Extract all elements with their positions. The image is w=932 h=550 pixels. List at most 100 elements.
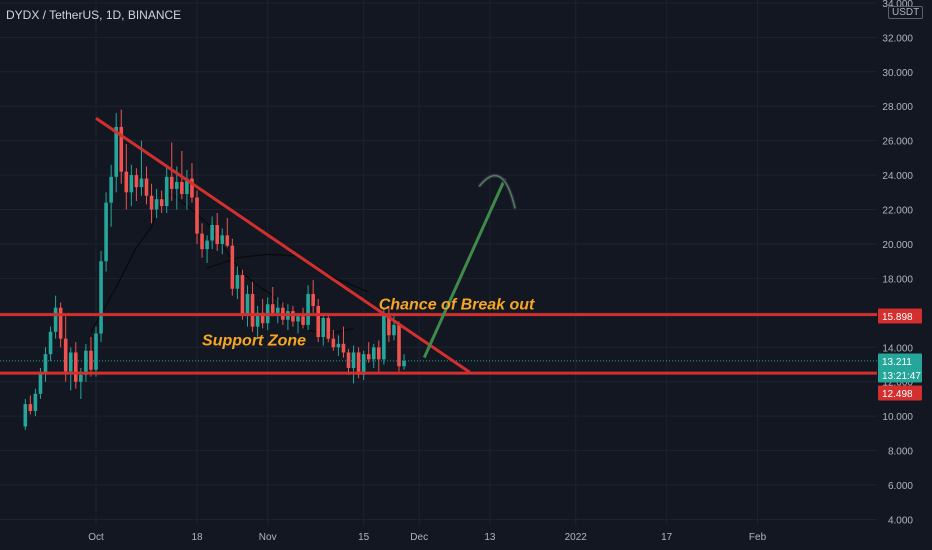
candle (220, 228, 225, 255)
price-tick-label: 30.000 (882, 68, 913, 79)
candle-body (134, 175, 139, 188)
price-tick-label: 28.000 (882, 102, 913, 113)
candle-body (104, 202, 108, 262)
horizontal-lines (0, 313, 877, 375)
candle (94, 326, 98, 377)
breakout-arrow-shaft (422, 177, 507, 359)
moving-average-line (90, 193, 354, 335)
candle-body (402, 360, 406, 367)
price-tick-label: 10.000 (882, 412, 913, 423)
candle (346, 349, 351, 375)
candle-body (53, 307, 58, 332)
price-axis[interactable]: 4.0006.0008.00010.00012.00014.00016.0001… (882, 0, 913, 527)
candle-body (84, 350, 88, 375)
candle-body (89, 350, 93, 370)
price-label: 13:21:47 (878, 367, 922, 383)
candle-body (144, 178, 149, 196)
price-tick-label: 6.000 (888, 481, 913, 492)
candle-body (210, 225, 214, 241)
candle-body (63, 338, 68, 372)
candle (296, 312, 300, 334)
candle (215, 212, 219, 251)
candle (341, 326, 346, 358)
candle (382, 307, 386, 365)
candle (316, 299, 320, 343)
time-tick-label: 2022 (565, 532, 588, 543)
candle-body (240, 274, 245, 315)
price-label-box (878, 308, 922, 324)
candle (326, 314, 331, 343)
candle-body (68, 352, 73, 372)
price-tick-label: 26.000 (882, 137, 913, 148)
candle (74, 342, 78, 389)
candle-body (129, 175, 134, 193)
candle (109, 164, 113, 227)
candle-body (79, 374, 83, 382)
candle (306, 285, 310, 331)
price-label-text: 13:21:47 (882, 371, 921, 382)
candle-body (387, 314, 391, 336)
candle (270, 287, 275, 317)
candle (33, 388, 38, 417)
candle (144, 166, 149, 205)
candle-body (361, 354, 366, 375)
time-tick-label: 13 (484, 532, 496, 543)
time-tick-label: 15 (358, 532, 370, 543)
candle-body (195, 197, 199, 234)
candle-body (245, 293, 250, 315)
price-tick-label: 22.000 (882, 206, 913, 217)
candle-body (139, 178, 144, 188)
candle-body (306, 293, 310, 325)
candle-body (255, 312, 260, 327)
candle-body (336, 343, 341, 348)
candle-body (185, 178, 189, 195)
candle (124, 144, 129, 210)
price-label: 13.211 (878, 353, 922, 369)
time-axis[interactable]: 3Oct18Nov15Dec13202217Feb (0, 532, 767, 543)
price-label-text: 13.211 (882, 357, 912, 368)
breakout-arrow-head-outline (478, 174, 516, 209)
price-tick-label: 4.000 (888, 516, 913, 527)
candle-body (154, 199, 159, 210)
candle (377, 340, 381, 372)
candle (154, 188, 159, 219)
candle-body (149, 195, 154, 210)
candle-body (377, 347, 381, 360)
candle-body (169, 176, 174, 189)
price-tick-label: 32.000 (882, 33, 913, 44)
candle (336, 335, 341, 356)
candle (205, 235, 209, 263)
price-label-box (878, 367, 922, 383)
candle (235, 266, 240, 300)
candle (58, 302, 63, 348)
candle-body (200, 233, 204, 250)
candle-body (260, 312, 265, 324)
candle (311, 280, 315, 313)
candle (89, 336, 93, 377)
price-tick-label: 34.000 (882, 0, 913, 10)
candle (276, 297, 280, 324)
candle (195, 190, 199, 244)
candle-body (58, 307, 63, 339)
currency-label[interactable]: USDT (888, 6, 924, 19)
candle-body (164, 176, 169, 207)
symbol-title[interactable]: DYDX / TetherUS, 1D, BINANCE (6, 8, 182, 22)
candle-body (351, 352, 356, 368)
price-label: 12.498 (878, 385, 922, 401)
candle-body (38, 373, 43, 394)
price-label-box (878, 385, 922, 401)
candle-body (33, 393, 38, 412)
candle (200, 223, 204, 258)
candle (53, 295, 58, 339)
candle-body (270, 304, 275, 313)
candle-body (48, 331, 53, 355)
candle (114, 113, 118, 193)
candle-body (225, 235, 230, 246)
candle (245, 285, 250, 327)
candle-body (43, 354, 48, 374)
candle (134, 168, 139, 201)
candles (23, 109, 406, 430)
candle-body (175, 181, 179, 189)
